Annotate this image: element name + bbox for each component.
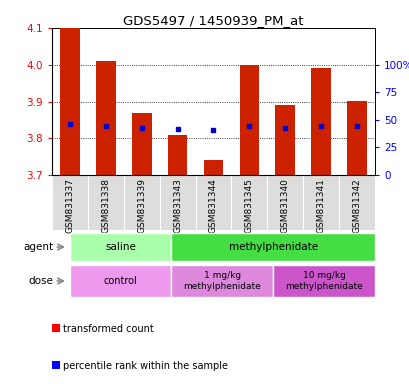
Text: saline: saline [105, 242, 136, 252]
Text: 1 mg/kg
methylphenidate: 1 mg/kg methylphenidate [183, 271, 261, 291]
Text: GSM831341: GSM831341 [316, 178, 325, 233]
Bar [52, 175, 88, 230]
Bar [52, 324, 60, 332]
Bar [239, 65, 258, 175]
Bar [203, 160, 223, 175]
Text: GSM831339: GSM831339 [137, 178, 146, 233]
Bar [231, 175, 267, 230]
Bar [159, 175, 195, 230]
Bar [272, 265, 374, 296]
Text: control: control [103, 276, 137, 286]
Text: GSM831337: GSM831337 [65, 178, 74, 233]
Bar [171, 233, 374, 261]
Text: GSM831340: GSM831340 [280, 178, 289, 233]
Bar [338, 175, 374, 230]
Bar [124, 175, 159, 230]
Bar [52, 361, 60, 369]
Bar [195, 175, 231, 230]
Title: GDS5497 / 1450939_PM_at: GDS5497 / 1450939_PM_at [123, 14, 303, 27]
Text: GSM831342: GSM831342 [352, 178, 361, 232]
Bar [310, 68, 330, 175]
Bar [96, 61, 115, 175]
Bar [275, 105, 294, 175]
Bar [70, 233, 171, 261]
Bar [132, 113, 151, 175]
Text: percentile rank within the sample: percentile rank within the sample [63, 361, 227, 371]
Text: GSM831343: GSM831343 [173, 178, 182, 233]
Bar [70, 265, 171, 296]
Text: agent: agent [23, 242, 53, 252]
Text: dose: dose [28, 276, 53, 286]
Text: GSM831345: GSM831345 [244, 178, 253, 233]
Bar [88, 175, 124, 230]
Text: methylphenidate: methylphenidate [228, 242, 317, 252]
Text: GSM831338: GSM831338 [101, 178, 110, 233]
Text: transformed count: transformed count [63, 324, 153, 334]
Text: GSM831344: GSM831344 [209, 178, 218, 232]
Bar [303, 175, 338, 230]
Text: 10 mg/kg
methylphenidate: 10 mg/kg methylphenidate [285, 271, 362, 291]
Bar [267, 175, 303, 230]
Bar [171, 265, 272, 296]
Bar [346, 101, 366, 175]
Bar [60, 28, 80, 175]
Bar [167, 134, 187, 175]
